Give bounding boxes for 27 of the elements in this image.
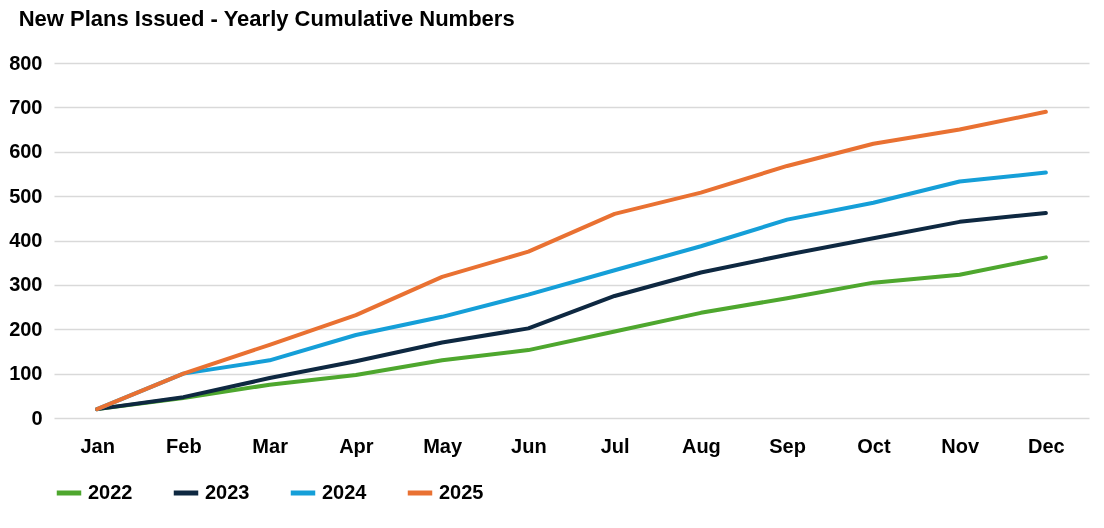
- chart-title: New Plans Issued - Yearly Cumulative Numbers: [18, 6, 515, 31]
- x-tick-label: Sep: [769, 434, 806, 457]
- y-tick-label: 200: [9, 317, 43, 340]
- x-tick-label: Apr: [339, 434, 374, 457]
- y-tick-label: 600: [9, 140, 43, 163]
- x-tick-label: May: [423, 434, 463, 457]
- legend-label: 2023: [205, 481, 250, 503]
- x-tick-label: Jan: [80, 434, 115, 457]
- legend-label: 2022: [88, 481, 133, 503]
- y-tick-label: 100: [9, 362, 43, 385]
- y-tick-label: 500: [9, 184, 43, 207]
- x-tick-label: Jun: [511, 434, 547, 457]
- y-tick-label: 300: [9, 273, 43, 296]
- x-tick-label: Jul: [600, 434, 630, 457]
- x-tick-label: Dec: [1028, 434, 1065, 457]
- line-series: [95, 109, 1048, 412]
- x-tick-label: Oct: [857, 434, 891, 457]
- legend-label: 2024: [322, 481, 368, 503]
- x-tick-label: Aug: [681, 434, 721, 457]
- x-tick-label: Feb: [166, 434, 202, 457]
- y-tick-label: 400: [9, 229, 43, 251]
- y-tick-label: 800: [9, 51, 43, 74]
- y-tick-label: 700: [9, 95, 43, 118]
- legend-label: 2025: [439, 481, 484, 503]
- x-tick-label: Mar: [252, 434, 289, 457]
- x-tick-label: Nov: [941, 434, 980, 457]
- y-tick-label: 0: [31, 406, 43, 429]
